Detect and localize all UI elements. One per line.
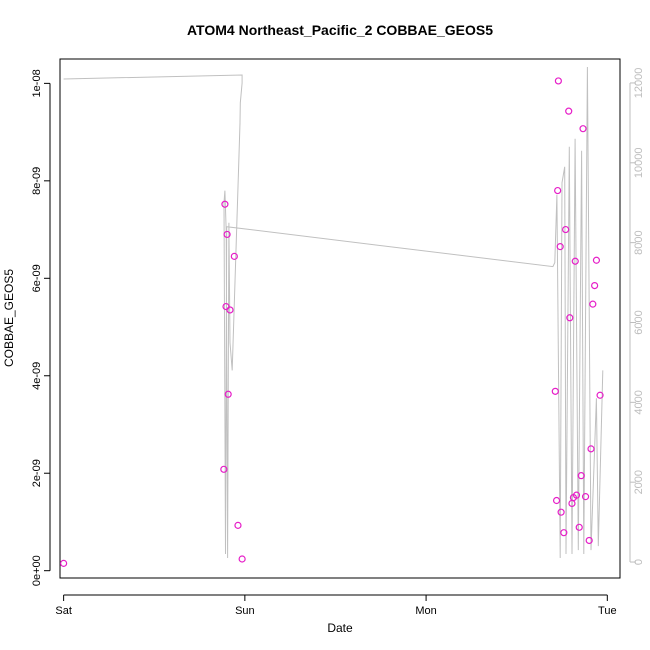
plot-layer: Sat Sun Mon Tue 0e+00 2e-09 4e-09 6e-09 8e-09 1e-…	[31, 58, 645, 617]
data-point	[566, 314, 574, 322]
x-tick-label: Mon	[415, 605, 436, 617]
data-point	[565, 107, 573, 115]
secondary-series-line	[63, 66, 604, 559]
data-point	[554, 77, 562, 85]
y2-tick-label: 6000	[633, 310, 645, 334]
data-point	[581, 493, 590, 501]
data-point	[226, 306, 234, 314]
data-point	[577, 472, 585, 480]
x-tick-label: Sun	[235, 605, 255, 617]
data-point	[234, 521, 242, 529]
data-point	[575, 523, 583, 531]
data-point	[60, 559, 68, 567]
data-point	[560, 529, 568, 537]
y-tick-label: 0e+00	[31, 555, 43, 586]
data-point	[572, 491, 581, 499]
y-tick-label: 1e-08	[31, 69, 43, 97]
plot-frame	[59, 58, 621, 579]
y-tick-label: 4e-09	[31, 362, 43, 390]
data-point	[556, 243, 564, 251]
data-point	[223, 230, 231, 239]
data-point	[587, 445, 595, 453]
y-axis-label: COBBAE_GEOS5	[2, 269, 16, 367]
y2-tick-label: 0	[633, 559, 645, 565]
data-point	[238, 555, 246, 563]
x-tick-label: Tue	[598, 605, 617, 617]
y-tick-label: 2e-09	[31, 459, 43, 487]
data-point	[592, 256, 601, 264]
data-point	[230, 252, 238, 260]
data-point	[579, 125, 587, 133]
y2-tick-label: 10000	[633, 148, 645, 179]
data-point	[551, 387, 559, 395]
data-point	[220, 465, 228, 473]
data-point	[585, 536, 593, 545]
data-point	[224, 390, 232, 398]
data-point	[554, 186, 562, 195]
x-axis-label: Date	[327, 621, 353, 635]
data-point	[571, 257, 579, 265]
data-point	[557, 508, 565, 516]
data-point	[562, 225, 570, 234]
y-tick-label: 8e-09	[31, 167, 43, 195]
y-tick-label: 6e-09	[31, 264, 43, 292]
data-point	[596, 391, 604, 399]
x-tick-label: Sat	[55, 605, 72, 617]
data-point	[552, 496, 561, 505]
data-point	[591, 282, 599, 290]
y2-tick-label: 8000	[633, 230, 645, 254]
y2-tick-label: 2000	[633, 470, 645, 494]
y2-tick-label: 4000	[633, 390, 645, 414]
chart-title: ATOM4 Northeast_Pacific_2 COBBAE_GEOS5	[187, 22, 493, 38]
y2-tick-label: 12000	[633, 68, 645, 99]
data-point	[589, 300, 597, 308]
data-point	[221, 200, 229, 208]
